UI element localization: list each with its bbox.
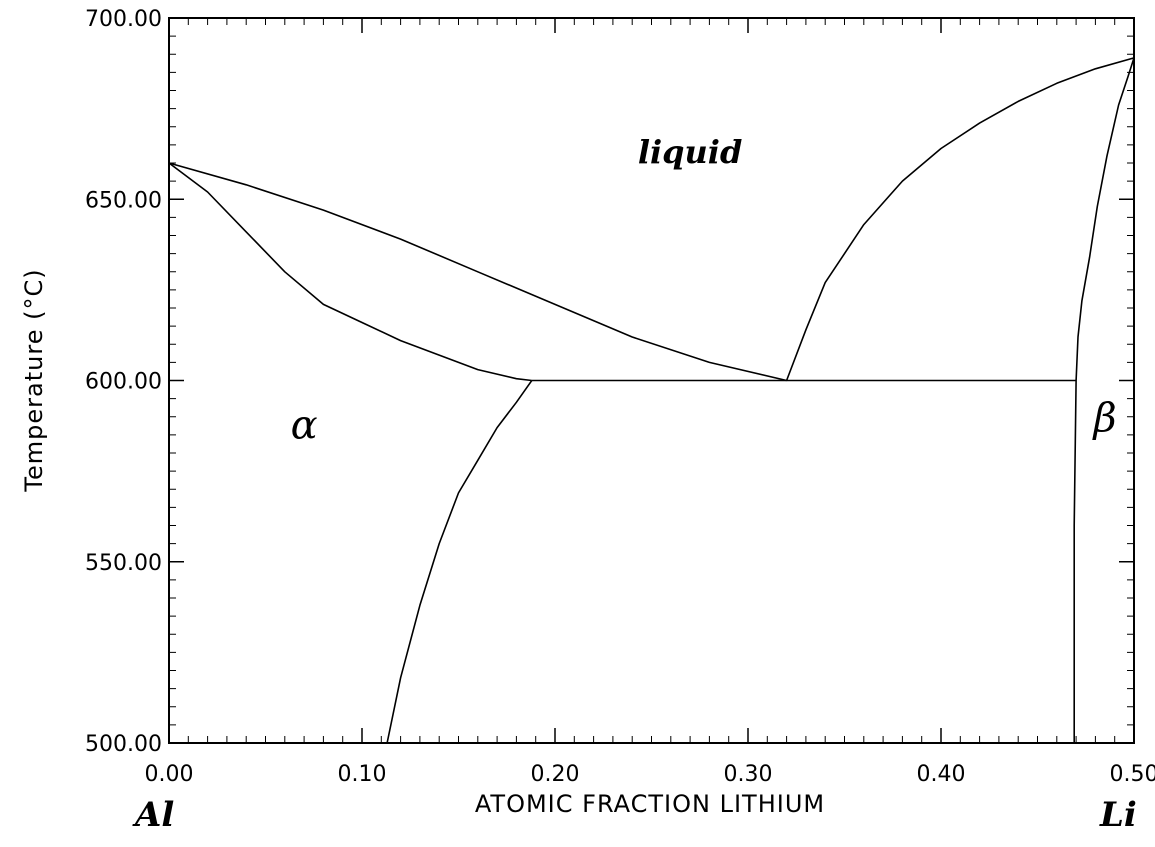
curve-solidus-alpha	[168, 162, 532, 382]
major-ticks	[168, 17, 1135, 744]
x-axis-title: ATOMIC FRACTION LITHIUM	[475, 790, 825, 818]
x-tick-label: 0.20	[531, 762, 580, 787]
element-label-left: Al	[132, 795, 174, 835]
region-label: α	[291, 403, 318, 449]
x-tick-label: 0.10	[338, 762, 387, 787]
x-tick-labels: 0.00 0.10 0.20 0.30 0.40 0.50	[145, 762, 1155, 787]
curve-beta-left-boundary	[1073, 380, 1077, 743]
region-label: liquid	[638, 133, 742, 171]
curve-solvus-alpha	[386, 380, 533, 744]
x-tick-label: 0.00	[145, 762, 194, 787]
y-tick-label: 550.00	[85, 551, 162, 576]
element-label-right: Li	[1099, 795, 1137, 835]
y-tick-labels: 500.00 550.00 600.00 650.00 700.00	[85, 7, 162, 757]
y-tick-label: 600.00	[85, 370, 162, 395]
x-tick-label: 0.30	[724, 762, 773, 787]
curve-liquidus-li	[785, 57, 1135, 381]
y-tick-label: 650.00	[85, 188, 162, 213]
curve-liquidus-al	[168, 162, 787, 382]
phase-boundary-curves	[168, 57, 1135, 744]
region-label: β	[1091, 395, 1116, 441]
y-axis-title: Temperature (°C)	[20, 268, 48, 492]
x-tick-label: 0.50	[1110, 762, 1155, 787]
curve-beta-solidus	[1075, 57, 1135, 381]
region-labels: liquid α β	[291, 133, 1117, 449]
x-tick-label: 0.40	[917, 762, 966, 787]
y-tick-label: 700.00	[85, 7, 162, 32]
y-tick-label: 500.00	[85, 732, 162, 757]
